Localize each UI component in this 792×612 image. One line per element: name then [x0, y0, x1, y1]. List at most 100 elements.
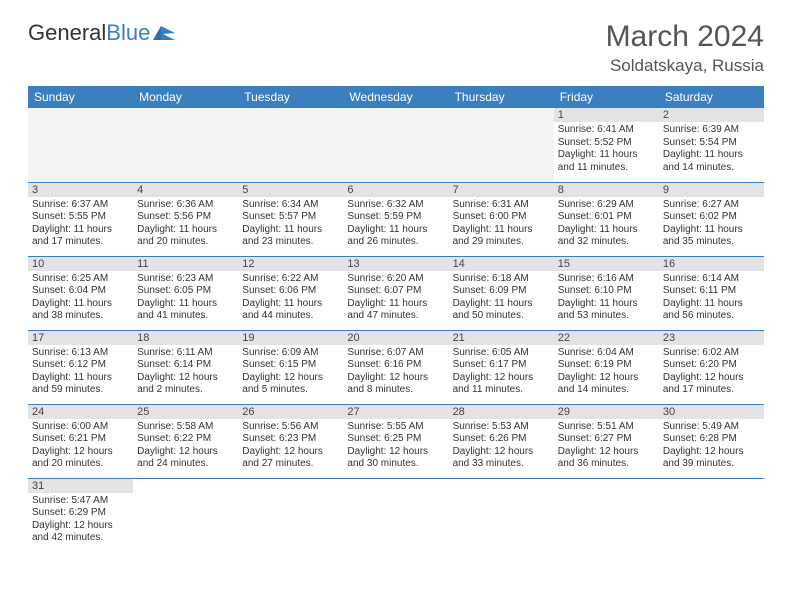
day-number: 25 — [133, 405, 238, 419]
calendar-cell: 2 Sunrise: 6:39 AMSunset: 5:54 PMDaylight… — [659, 108, 764, 182]
calendar-cell: 3 Sunrise: 6:37 AMSunset: 5:55 PMDaylight… — [28, 182, 133, 256]
day-details: Sunrise: 6:27 AMSunset: 6:02 PMDaylight:… — [663, 199, 760, 249]
day-number: 26 — [238, 405, 343, 419]
day-number: 6 — [343, 183, 448, 197]
calendar-cell: 31Sunrise: 5:47 AMSunset: 6:29 PMDayligh… — [28, 478, 133, 552]
calendar-cell: 7Sunrise: 6:31 AMSunset: 6:00 PMDaylight… — [449, 182, 554, 256]
day-details: Sunrise: 6:39 AMSunset: 5:54 PMDaylight:… — [663, 124, 760, 174]
brand-logo: GeneralBlue — [28, 20, 177, 46]
day-number: 8 — [554, 183, 659, 197]
day-number: 1 — [554, 108, 659, 122]
calendar-cell: 14Sunrise: 6:18 AMSunset: 6:09 PMDayligh… — [449, 256, 554, 330]
calendar-cell — [659, 478, 764, 552]
day-number: 12 — [238, 257, 343, 271]
calendar-cell: 12 Sunrise: 6:22 AMSunset: 6:06 PMDayligh… — [238, 256, 343, 330]
day-details: Sunrise: 6:05 AMSunset: 6:17 PMDaylight:… — [453, 347, 550, 397]
day-number: 3 — [28, 183, 133, 197]
calendar-cell: 13 Sunrise: 6:20 AMSunset: 6:07 PMDayligh… — [343, 256, 448, 330]
calendar-cell: 21 Sunrise: 6:05 AMSunset: 6:17 PMDayligh… — [449, 330, 554, 404]
calendar-cell: 23Sunrise: 6:02 AMSunset: 6:20 PMDayligh… — [659, 330, 764, 404]
calendar-cell — [238, 108, 343, 182]
day-details: Sunrise: 6:07 AMSunset: 6:16 PMDaylight:… — [347, 347, 444, 397]
day-details: Sunrise: 6:14 AMSunset: 6:11 PMDaylight:… — [663, 273, 760, 323]
calendar-cell — [133, 108, 238, 182]
calendar-cell: 26 Sunrise: 5:56 AMSunset: 6:23 PMDayligh… — [238, 404, 343, 478]
day-number: 9 — [659, 183, 764, 197]
day-number: 27 — [343, 405, 448, 419]
calendar-cell: 8 Sunrise: 6:29 AMSunset: 6:01 PMDaylight… — [554, 182, 659, 256]
calendar-cell: 20 Sunrise: 6:07 AMSunset: 6:16 PMDayligh… — [343, 330, 448, 404]
day-details: Sunrise: 6:22 AMSunset: 6:06 PMDaylight:… — [242, 273, 339, 323]
calendar-cell: 4 Sunrise: 6:36 AMSunset: 5:56 PMDaylight… — [133, 182, 238, 256]
day-number: 2 — [659, 108, 764, 122]
calendar-cell: 18Sunrise: 6:11 AMSunset: 6:14 PMDayligh… — [133, 330, 238, 404]
calendar-cell: 1Sunrise: 6:41 AMSunset: 5:52 PMDaylight… — [554, 108, 659, 182]
day-details: Sunrise: 5:49 AMSunset: 6:28 PMDaylight:… — [663, 421, 760, 471]
day-number: 19 — [238, 331, 343, 345]
calendar-cell: 11Sunrise: 6:23 AMSunset: 6:05 PMDayligh… — [133, 256, 238, 330]
day-header: Friday — [554, 86, 659, 108]
day-details: Sunrise: 5:51 AMSunset: 6:27 PMDaylight:… — [558, 421, 655, 471]
day-details: Sunrise: 6:25 AMSunset: 6:04 PMDaylight:… — [32, 273, 129, 323]
day-details: Sunrise: 6:32 AMSunset: 5:59 PMDaylight:… — [347, 199, 444, 249]
calendar-cell: 16 Sunrise: 6:14 AMSunset: 6:11 PMDayligh… — [659, 256, 764, 330]
day-details: Sunrise: 6:31 AMSunset: 6:00 PMDaylight:… — [453, 199, 550, 249]
day-header: Tuesday — [238, 86, 343, 108]
calendar-cell: 9 Sunrise: 6:27 AMSunset: 6:02 PMDaylight… — [659, 182, 764, 256]
day-details: Sunrise: 5:56 AMSunset: 6:23 PMDaylight:… — [242, 421, 339, 471]
calendar-cell — [343, 108, 448, 182]
day-number: 22 — [554, 331, 659, 345]
day-details: Sunrise: 6:18 AMSunset: 6:09 PMDaylight:… — [453, 273, 550, 323]
day-header: Monday — [133, 86, 238, 108]
brand-part1: General — [28, 20, 106, 46]
day-number: 5 — [238, 183, 343, 197]
day-number: 16 — [659, 257, 764, 271]
day-number: 21 — [449, 331, 554, 345]
calendar-cell — [343, 478, 448, 552]
page-title: March 2024 — [606, 20, 764, 54]
day-number: 10 — [28, 257, 133, 271]
calendar-table: SundayMondayTuesdayWednesdayThursdayFrid… — [28, 86, 764, 552]
calendar-cell: 15 Sunrise: 6:16 AMSunset: 6:10 PMDayligh… — [554, 256, 659, 330]
calendar-cell: 17 Sunrise: 6:13 AMSunset: 6:12 PMDayligh… — [28, 330, 133, 404]
day-number: 13 — [343, 257, 448, 271]
day-details: Sunrise: 5:53 AMSunset: 6:26 PMDaylight:… — [453, 421, 550, 471]
calendar-cell: 10 Sunrise: 6:25 AMSunset: 6:04 PMDayligh… — [28, 256, 133, 330]
day-number: 11 — [133, 257, 238, 271]
calendar-cell — [449, 478, 554, 552]
day-number: 30 — [659, 405, 764, 419]
day-number: 18 — [133, 331, 238, 345]
calendar-cell — [238, 478, 343, 552]
day-details: Sunrise: 6:29 AMSunset: 6:01 PMDaylight:… — [558, 199, 655, 249]
day-number: 28 — [449, 405, 554, 419]
day-number: 23 — [659, 331, 764, 345]
day-number: 15 — [554, 257, 659, 271]
day-details: Sunrise: 6:20 AMSunset: 6:07 PMDaylight:… — [347, 273, 444, 323]
calendar-cell — [554, 478, 659, 552]
day-details: Sunrise: 6:16 AMSunset: 6:10 PMDaylight:… — [558, 273, 655, 323]
day-header: Saturday — [659, 86, 764, 108]
calendar-cell — [133, 478, 238, 552]
day-number: 17 — [28, 331, 133, 345]
day-details: Sunrise: 6:04 AMSunset: 6:19 PMDaylight:… — [558, 347, 655, 397]
calendar-cell: 27 Sunrise: 5:55 AMSunset: 6:25 PMDayligh… — [343, 404, 448, 478]
day-header: Sunday — [28, 86, 133, 108]
day-header: Wednesday — [343, 86, 448, 108]
calendar-cell: 22 Sunrise: 6:04 AMSunset: 6:19 PMDayligh… — [554, 330, 659, 404]
day-number: 4 — [133, 183, 238, 197]
flag-icon — [153, 20, 177, 46]
day-number: 20 — [343, 331, 448, 345]
day-details: Sunrise: 6:00 AMSunset: 6:21 PMDaylight:… — [32, 421, 129, 471]
day-header: Thursday — [449, 86, 554, 108]
day-details: Sunrise: 5:58 AMSunset: 6:22 PMDaylight:… — [137, 421, 234, 471]
day-details: Sunrise: 6:37 AMSunset: 5:55 PMDaylight:… — [32, 199, 129, 249]
day-details: Sunrise: 6:13 AMSunset: 6:12 PMDaylight:… — [32, 347, 129, 397]
calendar-cell: 28 Sunrise: 5:53 AMSunset: 6:26 PMDayligh… — [449, 404, 554, 478]
day-details: Sunrise: 6:36 AMSunset: 5:56 PMDaylight:… — [137, 199, 234, 249]
day-number: 29 — [554, 405, 659, 419]
calendar-cell: 24Sunrise: 6:00 AMSunset: 6:21 PMDayligh… — [28, 404, 133, 478]
location-label: Soldatskaya, Russia — [606, 56, 764, 76]
day-details: Sunrise: 5:55 AMSunset: 6:25 PMDaylight:… — [347, 421, 444, 471]
calendar-cell: 30 Sunrise: 5:49 AMSunset: 6:28 PMDayligh… — [659, 404, 764, 478]
calendar-cell: 19Sunrise: 6:09 AMSunset: 6:15 PMDayligh… — [238, 330, 343, 404]
